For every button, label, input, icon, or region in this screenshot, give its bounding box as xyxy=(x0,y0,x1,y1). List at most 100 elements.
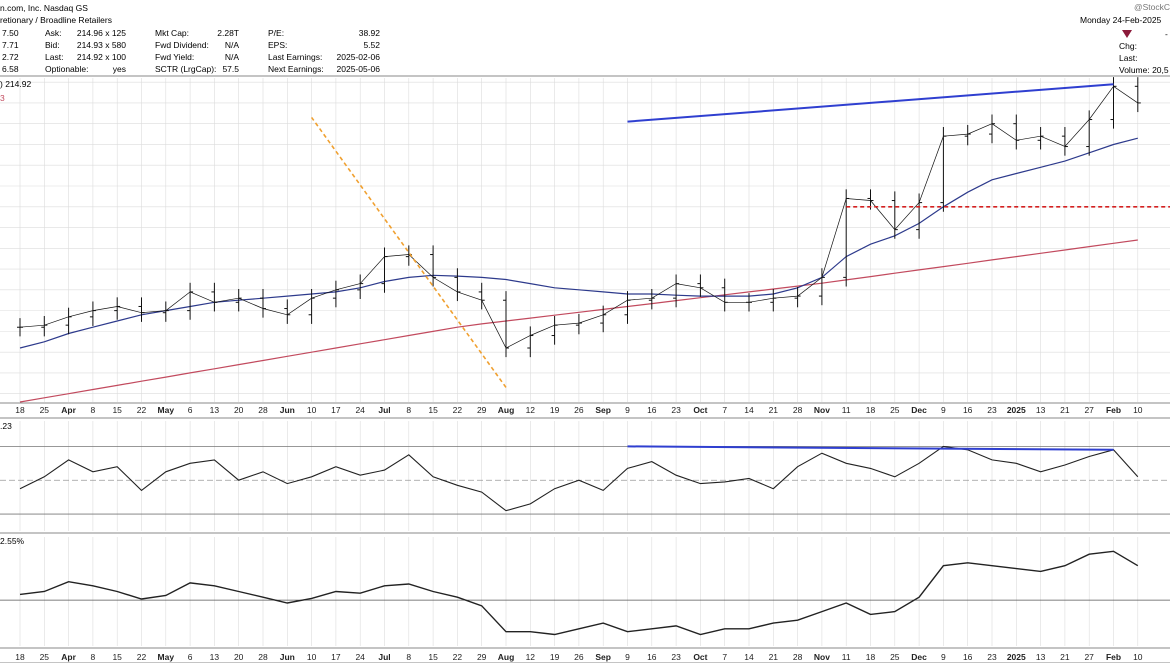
date-tick-label: 16 xyxy=(647,405,657,415)
price-bar xyxy=(891,191,898,239)
date-tick-label: 26 xyxy=(574,405,584,415)
date-tick-label: 21 xyxy=(1060,652,1070,662)
date-tick-label: 23 xyxy=(987,652,997,662)
date-tick-label: 24 xyxy=(355,405,365,415)
sctr-value: 57.5 xyxy=(222,64,239,74)
fwd-dividend-value: N/A xyxy=(225,40,240,50)
date-tick-label: 19 xyxy=(550,652,560,662)
price-bar xyxy=(478,282,485,310)
mktcap-value: 2.28T xyxy=(217,28,239,38)
date-tick-label: 7 xyxy=(722,405,727,415)
date-tick-label: 2025 xyxy=(1007,652,1026,662)
date-tick-label: 27 xyxy=(1084,652,1094,662)
date-tick-label: Dec xyxy=(911,405,927,415)
date-tick-label: Aug xyxy=(498,652,515,662)
date-tick-label: 26 xyxy=(574,652,584,662)
date-tick-label: 13 xyxy=(210,405,220,415)
quote-col0-2: 2.72 xyxy=(2,52,19,62)
date-tick-label: 7 xyxy=(722,652,727,662)
date-tick-label: 14 xyxy=(744,652,754,662)
quote-col0-3: 6.58 xyxy=(2,64,19,74)
relative-path xyxy=(19,550,1139,636)
date-tick-label: Nov xyxy=(814,652,830,662)
next-earnings-value: 2025-05-06 xyxy=(337,64,381,74)
price-divergence-line xyxy=(627,83,1114,123)
date-tick-label: 28 xyxy=(258,405,268,415)
date-tick-label: Feb xyxy=(1106,652,1121,662)
chart-grid xyxy=(0,78,1170,646)
rsi-panel xyxy=(19,445,1139,512)
price-bars xyxy=(17,77,1141,358)
price-bar xyxy=(1061,127,1068,156)
down-arrow-icon xyxy=(1122,30,1132,38)
pe-value: 38.92 xyxy=(359,28,381,38)
bid-value: 214.93 x 580 xyxy=(77,40,126,50)
price-bar xyxy=(1134,77,1141,113)
date-tick-label: 15 xyxy=(112,405,122,415)
date-tick-label: 23 xyxy=(671,405,681,415)
date-axis-top: 18 25 Apr 8 15 22 May 6 13 20 28 Jun 10 17 24 Jul 8 15 22 2… xyxy=(15,405,1143,415)
date-tick-label: Sep xyxy=(595,652,611,662)
date-tick-label: Jun xyxy=(280,405,295,415)
eps-value: 5.52 xyxy=(363,40,380,50)
date-tick-label: 18 xyxy=(15,405,25,415)
date-tick-label: 17 xyxy=(331,652,341,662)
date-tick-label: 10 xyxy=(307,405,317,415)
quote-col0-0: 7.50 xyxy=(2,28,19,38)
date-tick-label: 16 xyxy=(963,405,973,415)
sctr-label: SCTR (LrgCap): xyxy=(155,64,216,74)
date-tick-label: 18 xyxy=(866,652,876,662)
date-tick-label: Aug xyxy=(498,405,515,415)
date-tick-label: Oct xyxy=(693,405,707,415)
price-close-line xyxy=(19,85,1138,349)
rsi-label: .23 xyxy=(0,421,12,431)
date-tick-label: 28 xyxy=(793,405,803,415)
date-tick-label: Jul xyxy=(378,405,390,415)
rsi-path xyxy=(19,445,1139,512)
price-legend-label: ) 214.92 xyxy=(0,79,31,89)
date-tick-label: 21 xyxy=(769,405,779,415)
date-tick-label: 15 xyxy=(428,652,438,662)
date-tick-label: 22 xyxy=(453,405,463,415)
date-tick-label: 9 xyxy=(941,405,946,415)
date-tick-label: 9 xyxy=(625,405,630,415)
industry-label: retionary / Broadline Retailers xyxy=(0,15,112,25)
date-tick-label: 12 xyxy=(526,405,536,415)
date-tick-label: May xyxy=(158,405,175,415)
date-tick-label: 25 xyxy=(40,652,50,662)
date-tick-label: 9 xyxy=(625,652,630,662)
panel-frames xyxy=(0,75,1170,663)
date-tick-label: 11 xyxy=(842,652,851,662)
date-tick-label: 27 xyxy=(1084,405,1094,415)
last-label: Last: xyxy=(45,52,63,62)
ma-200-line xyxy=(19,239,1138,403)
date-tick-label: 10 xyxy=(1133,652,1143,662)
last-value: 214.92 x 100 xyxy=(77,52,126,62)
last-price-label: Last: xyxy=(1119,53,1137,63)
date-tick-label: 14 xyxy=(744,405,754,415)
date-tick-label: 21 xyxy=(1060,405,1070,415)
date-tick-label: Nov xyxy=(814,405,830,415)
date-tick-label: 22 xyxy=(137,405,147,415)
ask-value: 214.96 x 125 xyxy=(77,28,126,38)
date-tick-label: 17 xyxy=(331,405,341,415)
bid-label: Bid: xyxy=(45,40,60,50)
date-tick-label: 6 xyxy=(188,405,193,415)
date-tick-label: 8 xyxy=(91,405,96,415)
date-tick-label: 19 xyxy=(550,405,560,415)
company-name: n.com, Inc. Nasdaq GS xyxy=(0,3,88,13)
date-tick-label: 22 xyxy=(453,652,463,662)
relative-strength-label: 2.55% xyxy=(0,536,25,546)
next-earnings-label: Next Earnings: xyxy=(268,64,324,74)
date-tick-label: 25 xyxy=(40,405,50,415)
date-tick-label: Jun xyxy=(280,652,295,662)
volume-label: Volume: 20,5 xyxy=(1119,65,1169,75)
date-tick-label: Dec xyxy=(911,652,927,662)
date-tick-label: Sep xyxy=(595,405,611,415)
fwd-yield-value: N/A xyxy=(225,52,240,62)
date-tick-label: 23 xyxy=(671,652,681,662)
date-axis-bottom: 18 25 Apr 8 15 22 May 6 13 20 28 Jun 10 17 24 Jul 8 15 22 2… xyxy=(15,652,1143,662)
price-bar xyxy=(357,274,364,299)
mktcap-label: Mkt Cap: xyxy=(155,28,189,38)
